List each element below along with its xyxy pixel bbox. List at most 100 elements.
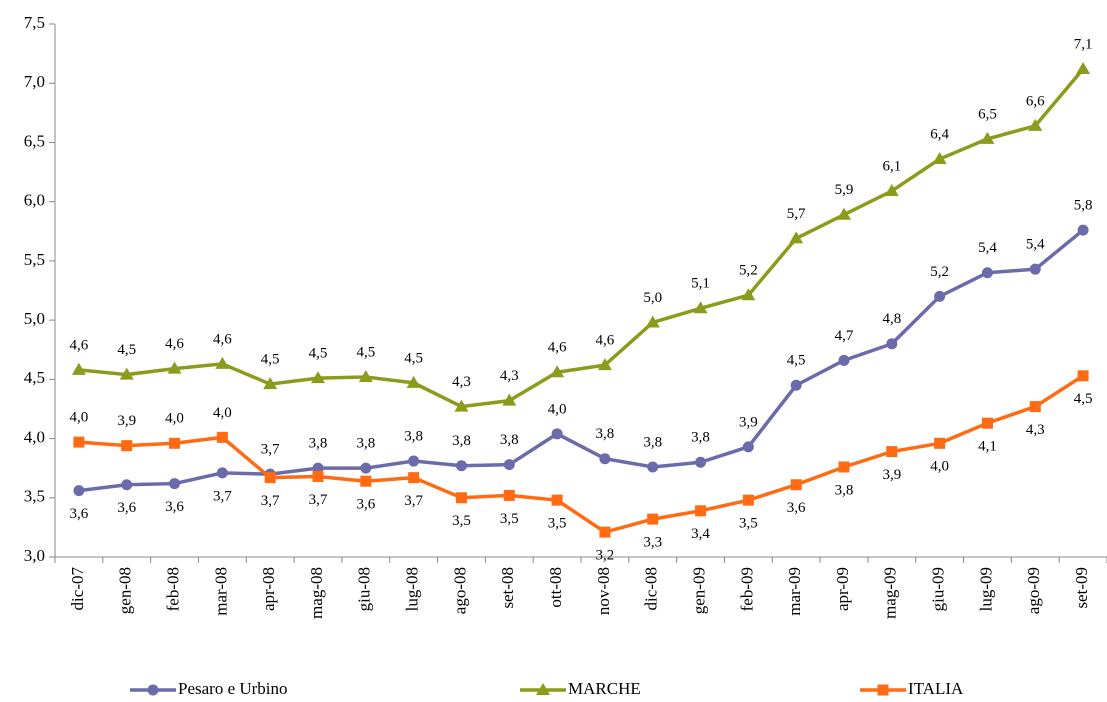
value-label: 3,5	[500, 511, 519, 527]
point	[215, 356, 230, 369]
value-label: 4,5	[1074, 391, 1093, 407]
point	[121, 479, 133, 491]
value-label: 4,5	[356, 344, 375, 360]
point	[1077, 224, 1089, 236]
value-label: 4,3	[452, 374, 471, 390]
point	[169, 478, 181, 490]
value-label: 3,8	[500, 432, 519, 448]
point	[312, 462, 324, 474]
y-tick-label: 6,0	[24, 191, 45, 210]
value-label: 6,5	[978, 106, 997, 122]
y-tick-label: 3,0	[24, 546, 45, 565]
point	[981, 267, 993, 279]
point	[742, 441, 754, 453]
value-label: 3,3	[643, 535, 662, 551]
point	[408, 455, 420, 467]
value-label: 5,2	[930, 264, 949, 280]
value-label: 3,5	[739, 516, 758, 532]
point	[1029, 401, 1041, 413]
point	[360, 462, 372, 474]
point	[838, 354, 850, 366]
value-label: 4,3	[500, 368, 519, 384]
value-label: 6,6	[1026, 93, 1045, 109]
point	[73, 436, 85, 448]
point	[981, 417, 993, 429]
point	[73, 485, 85, 497]
y-tick-label: 4,5	[24, 368, 45, 387]
value-label: 3,7	[404, 493, 423, 509]
value-label: 3,7	[261, 442, 280, 458]
x-tick-label: dic-08	[642, 567, 661, 610]
value-label: 3,8	[835, 482, 854, 498]
value-label: 3,8	[691, 430, 710, 446]
point	[455, 460, 467, 472]
x-tick-label: gen-08	[116, 567, 135, 614]
value-label: 4,5	[117, 342, 136, 358]
value-label: 3,6	[165, 499, 184, 515]
point	[263, 377, 278, 390]
point	[886, 338, 898, 350]
legend-item: ITALIA	[860, 679, 964, 698]
value-label: 3,2	[596, 548, 615, 564]
value-label: 4,7	[835, 328, 854, 344]
x-tick-label: giu-08	[355, 567, 374, 611]
y-tick-label: 7,5	[24, 13, 45, 32]
point	[311, 371, 325, 384]
value-label: 5,4	[978, 240, 997, 256]
x-tick-label: feb-08	[163, 567, 182, 611]
y-tick-label: 7,0	[24, 72, 45, 91]
value-label: 3,5	[548, 516, 567, 532]
x-tick-label: mar-09	[785, 567, 804, 616]
series-line	[78, 374, 1085, 535]
value-label: 3,8	[596, 426, 615, 442]
point	[119, 367, 134, 380]
legend-label: Pesaro e Urbino	[178, 679, 288, 698]
value-label: 4,1	[978, 439, 997, 455]
value-label: 4,6	[165, 336, 184, 352]
value-label: 3,6	[70, 506, 89, 522]
point	[645, 315, 660, 328]
value-label: 5,7	[787, 206, 806, 222]
x-tick-label: ago-09	[1024, 567, 1043, 614]
value-label: 3,6	[117, 500, 136, 516]
value-label: 5,9	[835, 182, 854, 198]
point	[147, 684, 159, 696]
point	[695, 456, 707, 468]
point	[1028, 118, 1043, 131]
y-tick-label: 4,0	[24, 427, 45, 446]
value-label: 3,4	[691, 526, 710, 542]
point	[886, 446, 898, 458]
point	[790, 379, 802, 391]
point	[647, 513, 659, 525]
value-label: 3,7	[213, 488, 232, 504]
point	[884, 184, 899, 197]
series-line	[78, 67, 1085, 409]
value-label: 5,4	[1026, 237, 1045, 253]
value-label: 4,6	[213, 331, 232, 347]
point	[360, 475, 372, 487]
point	[264, 472, 276, 484]
value-label: 7,1	[1074, 36, 1093, 52]
x-tick-label: mag-09	[881, 567, 900, 619]
value-label: 6,1	[882, 158, 901, 174]
x-tick-label: lug-08	[403, 567, 422, 611]
x-tick-label: set-09	[1072, 567, 1091, 609]
x-tick-label: nov-08	[594, 567, 613, 615]
point	[934, 290, 946, 302]
value-label: 3,8	[643, 434, 662, 450]
point	[877, 684, 889, 696]
point	[1029, 263, 1041, 275]
legend-item: Pesaro e Urbino	[130, 679, 288, 698]
point	[934, 437, 946, 449]
value-label: 5,0	[643, 290, 662, 306]
point	[597, 358, 612, 371]
x-tick-label: dic-07	[68, 567, 87, 611]
value-label: 3,9	[739, 414, 758, 430]
point	[455, 492, 467, 504]
value-label: 6,4	[930, 126, 949, 142]
x-tick-label: gen-09	[689, 567, 708, 614]
point	[1076, 62, 1091, 75]
x-tick-label: ott-08	[546, 567, 565, 608]
value-label: 4,0	[213, 405, 232, 421]
